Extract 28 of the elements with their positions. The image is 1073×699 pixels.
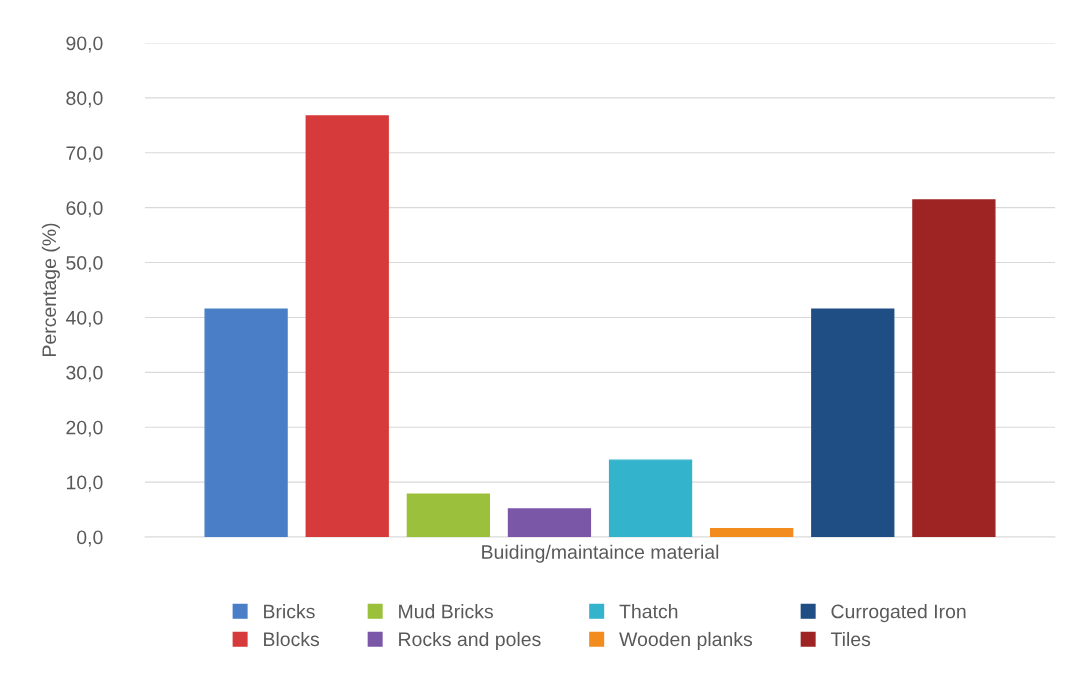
x-axis-title: Buiding/maintaince material <box>482 544 719 563</box>
legend-label: Bricks <box>264 604 315 619</box>
y-tick-label: 30,0 <box>66 365 103 382</box>
y-tick-label: 50,0 <box>66 256 103 273</box>
legend-label: Thatch <box>619 604 678 619</box>
y-tick-label: 0,0 <box>77 530 103 547</box>
legend-label: Rocks and poles <box>399 631 541 651</box>
bar <box>608 459 693 537</box>
bar <box>710 528 794 537</box>
legend-label: Wooden planks <box>619 631 753 651</box>
legend-label: Blocks <box>264 631 320 647</box>
bar <box>406 493 490 537</box>
y-tick-label: 80,0 <box>66 91 103 108</box>
y-tick-label: 90,0 <box>66 36 103 53</box>
legend-label: Currogated Iron <box>831 604 966 623</box>
legend-label: Tiles <box>830 631 871 647</box>
bar <box>912 199 996 537</box>
y-tick-label: 40,0 <box>65 310 103 327</box>
y-tick-label: 20,0 <box>66 420 103 437</box>
bar <box>204 308 288 537</box>
y-axis-title: Percentage (%) <box>41 223 60 356</box>
legend-label: Mud Bricks <box>399 604 493 619</box>
bar <box>811 308 895 537</box>
bar <box>507 508 592 537</box>
bar <box>305 115 389 537</box>
y-tick-label: 10,0 <box>66 475 103 492</box>
y-tick-label: 70,0 <box>66 146 103 163</box>
y-tick-label: 60,0 <box>66 201 103 218</box>
